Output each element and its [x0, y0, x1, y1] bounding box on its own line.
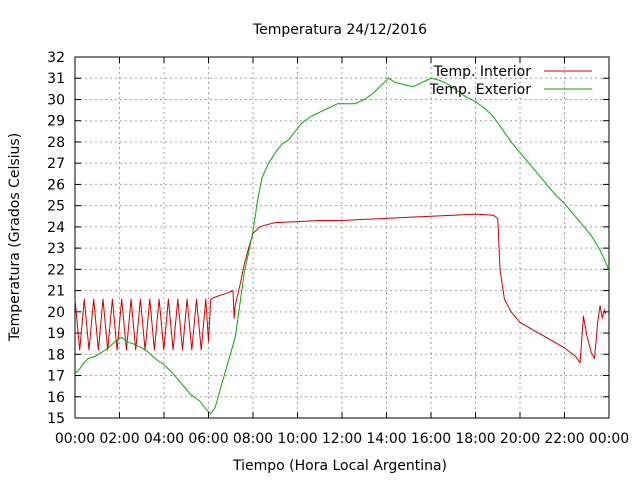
y-tick-label: 32 [47, 50, 65, 66]
y-tick-label: 26 [47, 177, 65, 193]
x-tick-label: 02:00 [99, 431, 139, 447]
grid [75, 57, 609, 418]
y-tick-label: 16 [47, 390, 65, 406]
x-tick-label: 04:00 [144, 431, 184, 447]
x-tick-label: 12:00 [322, 431, 362, 447]
x-tick-label: 14:00 [366, 431, 406, 447]
chart-title: Temperatura 24/12/2016 [252, 22, 427, 38]
x-tick-label: 10:00 [277, 431, 317, 447]
plot-border [74, 56, 610, 419]
y-tick-label: 25 [47, 199, 65, 215]
x-tick-label: 16:00 [411, 431, 451, 447]
y-tick-label: 23 [47, 241, 65, 257]
y-tick-label: 18 [47, 347, 65, 363]
legend-label-exterior: Temp. Exterior [429, 82, 532, 98]
x-tick-label: 06:00 [188, 431, 228, 447]
x-tick-label: 00:00 [55, 431, 95, 447]
y-tick-label: 19 [47, 326, 65, 342]
legend: Temp. Interior Temp. Exterior [429, 64, 592, 98]
x-tick-label: 08:00 [233, 431, 273, 447]
y-tick-label: 21 [47, 284, 65, 300]
x-tick-label: 18:00 [455, 431, 495, 447]
y-tick-label: 27 [47, 156, 65, 172]
x-tick-label: 00:00 [589, 431, 629, 447]
legend-label-interior: Temp. Interior [433, 64, 532, 80]
y-tick-label: 17 [47, 369, 65, 385]
axes: 00:00 02:00 04:00 06:00 08:00 10:00 12:00 14:00… [47, 50, 629, 447]
series-line-exterior [74, 77, 610, 415]
y-tick-label: 20 [47, 305, 65, 321]
y-tick-label: 31 [47, 71, 65, 87]
series-line-interior [74, 213, 607, 364]
y-tick-label: 30 [47, 92, 65, 108]
x-tick-label: 22:00 [544, 431, 584, 447]
x-tick-label: 20:00 [500, 431, 540, 447]
y-tick-label: 28 [47, 135, 65, 151]
y-tick-label: 22 [47, 262, 65, 278]
y-axis-label: Temperatura (Grados Celsius) [7, 133, 23, 342]
y-tick-label: 15 [47, 411, 65, 427]
y-tick-label: 29 [47, 114, 65, 130]
series-layer [74, 77, 610, 415]
x-axis-label: Tiempo (Hora Local Argentina) [232, 458, 447, 474]
y-tick-label: 24 [47, 220, 65, 236]
